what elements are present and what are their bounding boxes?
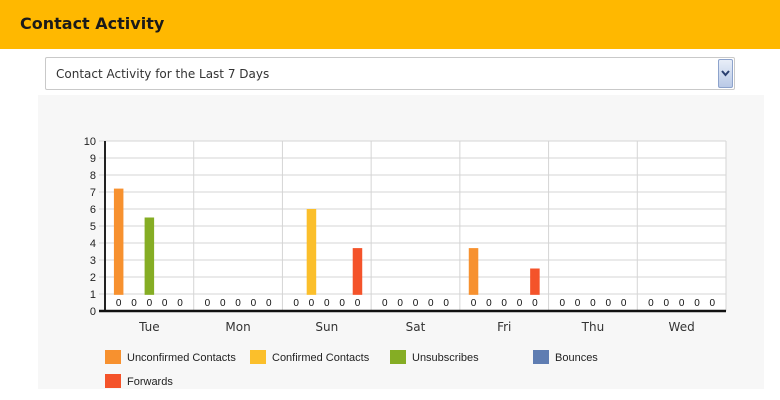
y-tick-label: 1 <box>90 289 96 301</box>
bar <box>530 268 540 295</box>
legend-swatch <box>250 350 266 364</box>
y-tick-label: 5 <box>90 221 96 233</box>
data-label: 0 <box>443 298 449 309</box>
period-select[interactable]: Contact Activity for the Last 7 Days <box>45 57 735 90</box>
data-label: 0 <box>532 298 538 309</box>
data-label: 0 <box>517 298 523 309</box>
data-label: 0 <box>679 298 685 309</box>
data-label: 0 <box>324 298 330 309</box>
data-label: 0 <box>355 298 361 309</box>
data-label: 0 <box>648 298 654 309</box>
data-label: 0 <box>309 298 315 309</box>
x-tick-label: Sat <box>406 320 426 334</box>
chevron-down-icon <box>721 70 730 77</box>
x-tick-label: Fri <box>497 320 511 334</box>
y-tick-label: 10 <box>84 136 96 148</box>
period-select-value: Contact Activity for the Last 7 Days <box>56 67 270 81</box>
legend-label: Unsubscribes <box>412 352 479 364</box>
x-tick-label: Thu <box>581 320 605 334</box>
x-tick-label: Wed <box>669 320 695 334</box>
page-title: Contact Activity <box>20 14 165 33</box>
data-label: 0 <box>220 298 226 309</box>
data-label: 0 <box>293 298 299 309</box>
data-label: 0 <box>339 298 345 309</box>
x-tick-label: Tue <box>138 320 160 334</box>
bar <box>352 248 363 295</box>
y-tick-label: 3 <box>90 255 96 267</box>
data-label: 0 <box>575 298 581 309</box>
data-label: 0 <box>162 298 168 309</box>
data-label: 0 <box>486 298 492 309</box>
y-tick-label: 6 <box>90 204 96 216</box>
data-label: 0 <box>382 298 388 309</box>
y-tick-label: 9 <box>90 153 96 165</box>
data-label: 0 <box>131 298 137 309</box>
y-tick-label: 2 <box>90 272 96 284</box>
legend-label: Bounces <box>555 352 598 364</box>
data-label: 0 <box>471 298 477 309</box>
bar <box>468 248 479 295</box>
dropdown-button[interactable] <box>718 59 733 88</box>
x-tick-label: Sun <box>315 320 338 334</box>
bar <box>144 217 155 295</box>
data-label: 0 <box>147 298 153 309</box>
bar <box>113 188 124 295</box>
data-label: 0 <box>116 298 122 309</box>
data-label: 0 <box>177 298 183 309</box>
data-label: 0 <box>664 298 670 309</box>
data-label: 0 <box>710 298 716 309</box>
data-label: 0 <box>590 298 596 309</box>
y-tick-label: 8 <box>90 170 96 182</box>
data-label: 0 <box>251 298 257 309</box>
legend-swatch <box>105 350 121 364</box>
activity-chart: 0 1 2 3 4 5 6 7 8 9 10 0 0 0 0 0 0 0 0 0 0 0 0 0 0 0 0 0 0 0 0 0 0 0 0 0 0 0 0… <box>38 95 764 389</box>
legend-label: Forwards <box>127 376 173 388</box>
data-label: 0 <box>694 298 700 309</box>
legend-swatch <box>533 350 549 364</box>
data-label: 0 <box>501 298 507 309</box>
data-label: 0 <box>559 298 565 309</box>
data-label: 0 <box>266 298 272 309</box>
y-tick-label: 7 <box>90 187 96 199</box>
data-label: 0 <box>235 298 241 309</box>
data-label: 0 <box>428 298 434 309</box>
y-tick-label: 4 <box>90 238 96 250</box>
bar <box>306 209 317 295</box>
page-header: Contact Activity <box>0 0 780 49</box>
y-tick-label: 0 <box>90 306 96 318</box>
x-tick-label: Mon <box>225 320 250 334</box>
data-label: 0 <box>621 298 627 309</box>
data-label: 0 <box>205 298 211 309</box>
legend-swatch <box>390 350 406 364</box>
data-label: 0 <box>413 298 419 309</box>
legend-label: Unconfirmed Contacts <box>127 352 236 364</box>
legend-swatch <box>105 374 121 388</box>
data-label: 0 <box>397 298 403 309</box>
data-label: 0 <box>605 298 611 309</box>
legend-label: Confirmed Contacts <box>272 352 370 364</box>
